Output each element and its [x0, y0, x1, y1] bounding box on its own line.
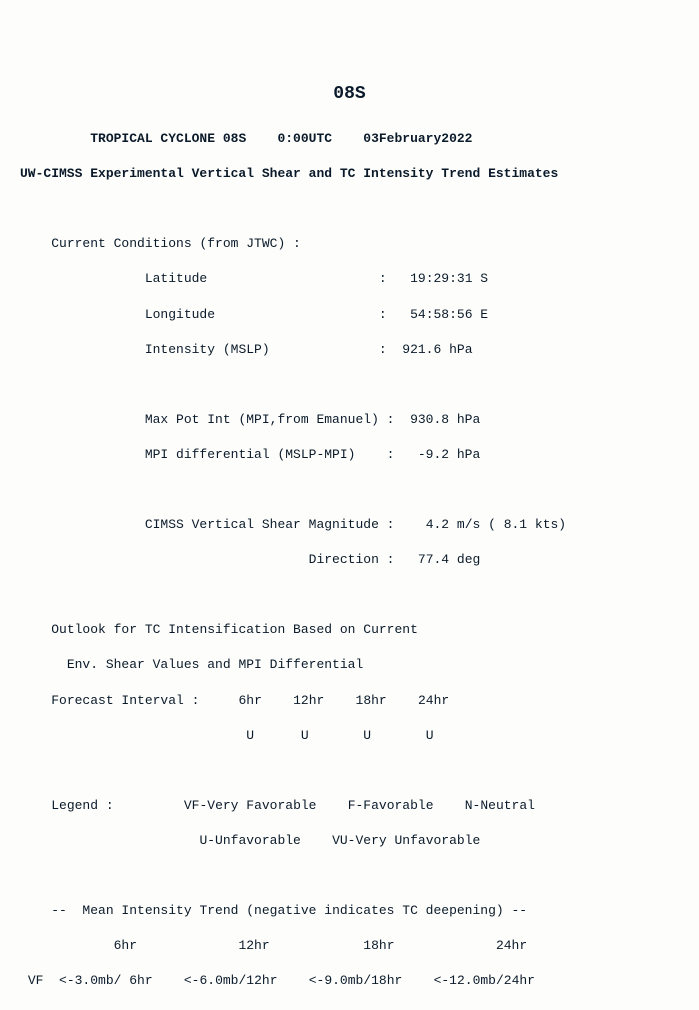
legend-row1: Legend : VF-Very Favorable F-Favorable N… [20, 797, 679, 815]
storm-id-title: 08S [20, 82, 679, 106]
trend-row-f: F -3.0 - -1.5 -6.0 - -3.0 -9.0 - -4.5 -1… [20, 1007, 679, 1010]
trend-header: 6hr 12hr 18hr 24hr [20, 937, 679, 955]
forecast-interval-values: U U U U [20, 727, 679, 745]
lon-row: Longitude : 54:58:56 E [20, 306, 679, 324]
current-title: Current Conditions (from JTWC) : [20, 235, 679, 253]
blank [20, 481, 679, 499]
outlook-title1: Outlook for TC Intensification Based on … [20, 621, 679, 639]
blank [20, 586, 679, 604]
blank [20, 200, 679, 218]
blank [20, 376, 679, 394]
trend-title: -- Mean Intensity Trend (negative indica… [20, 902, 679, 920]
legend-row2: U-Unfavorable VU-Very Unfavorable [20, 832, 679, 850]
mpi-row: Max Pot Int (MPI,from Emanuel) : 930.8 h… [20, 411, 679, 429]
blank [20, 762, 679, 780]
shear-dir-row: Direction : 77.4 deg [20, 551, 679, 569]
outlook-title2: Env. Shear Values and MPI Differential [20, 656, 679, 674]
int-row: Intensity (MSLP) : 921.6 hPa [20, 341, 679, 359]
forecast-interval-header: Forecast Interval : 6hr 12hr 18hr 24hr [20, 692, 679, 710]
shear-mag-row: CIMSS Vertical Shear Magnitude : 4.2 m/s… [20, 516, 679, 534]
header-line2: UW-CIMSS Experimental Vertical Shear and… [20, 165, 679, 183]
header-line1: TROPICAL CYCLONE 08S 0:00UTC 03February2… [20, 130, 679, 148]
blank [20, 867, 679, 885]
lat-row: Latitude : 19:29:31 S [20, 270, 679, 288]
trend-row-vf: VF <-3.0mb/ 6hr <-6.0mb/12hr <-9.0mb/18h… [20, 972, 679, 990]
mpidiff-row: MPI differential (MSLP-MPI) : -9.2 hPa [20, 446, 679, 464]
